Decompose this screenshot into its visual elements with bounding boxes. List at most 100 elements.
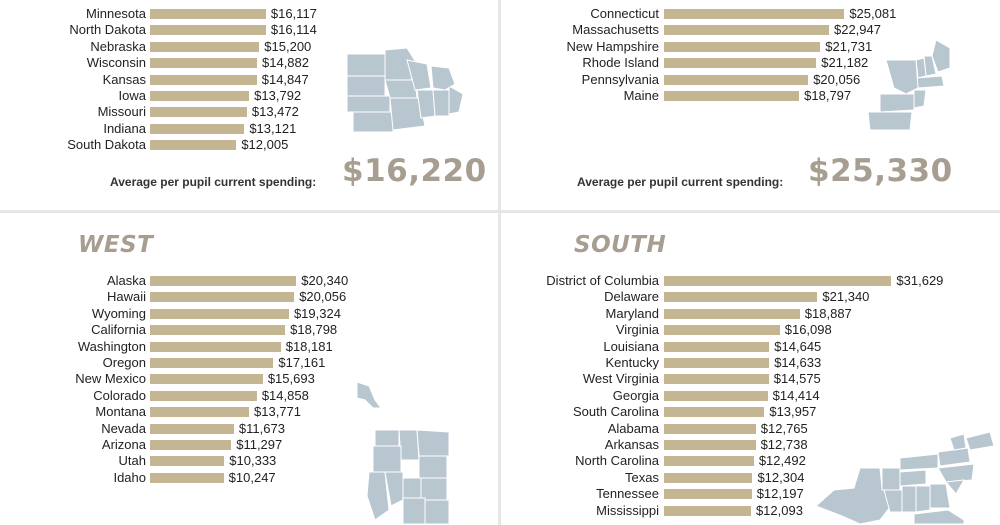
quadrant-divider-vertical bbox=[498, 0, 501, 525]
state-label: South Dakota bbox=[67, 137, 146, 153]
spending-value-label: $25,081 bbox=[849, 6, 897, 21]
state-label: North Dakota bbox=[69, 22, 146, 38]
spending-bar bbox=[664, 505, 751, 516]
spending-value-label: $14,847 bbox=[261, 71, 309, 87]
spending-value-label: $12,197 bbox=[756, 486, 804, 502]
spending-value-label: $15,200 bbox=[264, 38, 312, 54]
spending-bar bbox=[664, 325, 780, 336]
state-label: Arkansas bbox=[604, 437, 659, 452]
northeast-average-value: $25,330 bbox=[808, 153, 953, 189]
state-label: New Hampshire bbox=[566, 38, 659, 54]
spending-bar bbox=[150, 25, 266, 36]
spending-bar bbox=[150, 440, 232, 450]
spending-value-label: $12,492 bbox=[758, 453, 806, 469]
spending-bar bbox=[150, 407, 249, 418]
spending-value-label: $13,957 bbox=[769, 404, 817, 420]
spending-bar bbox=[664, 358, 770, 368]
state-label: Washington bbox=[77, 338, 146, 354]
south-map-icon bbox=[815, 431, 995, 525]
state-label: West Virginia bbox=[582, 371, 659, 387]
spending-bar bbox=[664, 341, 770, 352]
spending-value-label: $11,297 bbox=[236, 437, 283, 452]
state-label: New Mexico bbox=[75, 371, 146, 387]
west-map-icon bbox=[356, 381, 450, 525]
state-label: Connecticut bbox=[590, 6, 659, 21]
spending-value-label: $18,798 bbox=[290, 322, 338, 338]
state-label: Wisconsin bbox=[86, 55, 146, 71]
state-label: Rhode Island bbox=[582, 55, 659, 71]
south-region-title: SOUTH bbox=[574, 232, 667, 258]
state-label: District of Columbia bbox=[546, 273, 659, 288]
spending-bar bbox=[150, 276, 297, 286]
state-label: Hawaii bbox=[106, 289, 146, 305]
state-label: Maine bbox=[623, 88, 659, 103]
spending-value-label: $18,887 bbox=[804, 305, 852, 321]
west-region-title: WEST bbox=[78, 232, 154, 258]
spending-value-label: $18,797 bbox=[804, 88, 852, 103]
spending-bar bbox=[664, 25, 829, 36]
spending-bar bbox=[150, 472, 224, 483]
spending-bar bbox=[150, 292, 295, 303]
spending-value-label: $20,056 bbox=[813, 71, 861, 87]
state-label: Georgia bbox=[612, 387, 659, 403]
spending-bar bbox=[150, 374, 263, 385]
state-label: Pennsylvania bbox=[581, 71, 659, 87]
spending-value-label: $16,114 bbox=[270, 22, 317, 38]
spending-value-label: $13,121 bbox=[249, 120, 297, 136]
state-label: Oregon bbox=[102, 355, 146, 370]
spending-bar bbox=[664, 489, 752, 500]
spending-bar bbox=[664, 440, 756, 450]
state-label: Utah bbox=[118, 453, 146, 469]
spending-bar bbox=[150, 423, 234, 434]
spending-value-label: $20,056 bbox=[299, 289, 347, 305]
spending-value-label: $14,645 bbox=[774, 338, 822, 354]
spending-bar bbox=[664, 292, 818, 303]
spending-value-label: $16,098 bbox=[784, 322, 832, 338]
spending-value-label: $31,629 bbox=[896, 273, 944, 288]
state-label: Massachusetts bbox=[572, 22, 659, 38]
spending-bar bbox=[664, 41, 821, 52]
spending-value-label: $21,340 bbox=[822, 289, 870, 305]
spending-bar bbox=[150, 308, 289, 319]
spending-value-label: $13,472 bbox=[251, 104, 299, 120]
state-label: Kentucky bbox=[605, 355, 659, 370]
state-label: Nevada bbox=[101, 420, 146, 436]
spending-value-label: $15,693 bbox=[267, 371, 315, 387]
spending-value-label: $22,947 bbox=[833, 22, 881, 38]
spending-bar bbox=[150, 107, 247, 118]
spending-value-label: $10,333 bbox=[229, 453, 277, 469]
state-label: Delaware bbox=[604, 289, 659, 305]
spending-bar bbox=[150, 9, 266, 19]
midwest-average-value: $16,220 bbox=[342, 153, 487, 189]
spending-bar bbox=[150, 341, 281, 352]
state-label: Virginia bbox=[615, 322, 659, 338]
spending-value-label: $16,117 bbox=[270, 6, 317, 21]
spending-bar bbox=[664, 390, 768, 401]
state-label: North Carolina bbox=[575, 453, 659, 469]
spending-value-label: $19,324 bbox=[293, 305, 341, 321]
spending-bar bbox=[150, 74, 257, 85]
state-label: Idaho bbox=[113, 469, 146, 485]
spending-bar bbox=[664, 423, 756, 434]
spending-bar bbox=[150, 325, 286, 336]
spending-bar bbox=[150, 456, 225, 467]
spending-bar bbox=[664, 308, 800, 319]
quadrant-divider-horizontal bbox=[0, 210, 1000, 213]
spending-value-label: $12,093 bbox=[755, 502, 803, 518]
spending-value-label: $12,304 bbox=[757, 469, 805, 485]
state-label: Louisiana bbox=[603, 338, 659, 354]
spending-bar bbox=[150, 91, 250, 101]
spending-value-label: $18,181 bbox=[285, 338, 333, 354]
midwest-map-icon bbox=[346, 47, 464, 133]
state-label: Montana bbox=[95, 404, 146, 420]
state-label: Nebraska bbox=[90, 38, 146, 54]
northeast-average-label: Average per pupil current spending: bbox=[577, 175, 784, 189]
northeast-map-icon bbox=[867, 39, 951, 131]
spending-value-label: $10,247 bbox=[228, 469, 276, 485]
spending-bar bbox=[664, 456, 754, 467]
spending-value-label: $12,005 bbox=[241, 137, 289, 153]
spending-value-label: $17,161 bbox=[278, 355, 326, 370]
spending-bar bbox=[150, 358, 274, 368]
state-label: South Carolina bbox=[573, 404, 659, 420]
state-label: Tennessee bbox=[596, 486, 659, 502]
